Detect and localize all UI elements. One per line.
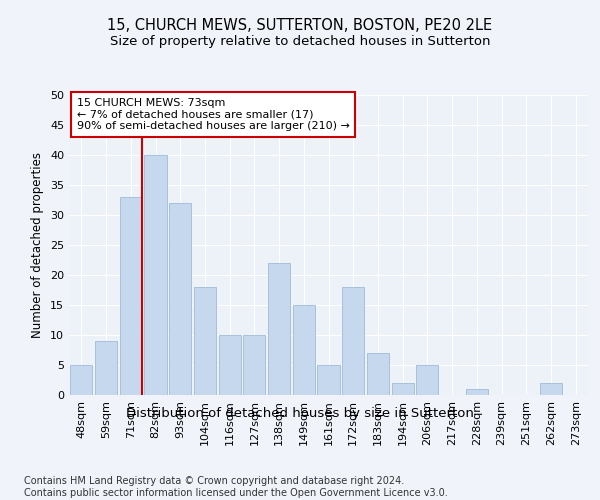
Y-axis label: Number of detached properties: Number of detached properties — [31, 152, 44, 338]
Text: Size of property relative to detached houses in Sutterton: Size of property relative to detached ho… — [110, 35, 490, 48]
Bar — [342, 287, 364, 395]
Bar — [194, 287, 216, 395]
Text: 15, CHURCH MEWS, SUTTERTON, BOSTON, PE20 2LE: 15, CHURCH MEWS, SUTTERTON, BOSTON, PE20… — [107, 18, 493, 32]
Bar — [466, 389, 488, 395]
Bar — [169, 203, 191, 395]
Bar — [218, 335, 241, 395]
Bar — [416, 365, 439, 395]
Bar — [293, 305, 315, 395]
Bar — [119, 197, 142, 395]
Text: Contains HM Land Registry data © Crown copyright and database right 2024.
Contai: Contains HM Land Registry data © Crown c… — [24, 476, 448, 498]
Bar — [317, 365, 340, 395]
Text: Distribution of detached houses by size in Sutterton: Distribution of detached houses by size … — [126, 408, 474, 420]
Text: 15 CHURCH MEWS: 73sqm
← 7% of detached houses are smaller (17)
90% of semi-detac: 15 CHURCH MEWS: 73sqm ← 7% of detached h… — [77, 98, 350, 131]
Bar — [145, 155, 167, 395]
Bar — [268, 263, 290, 395]
Bar — [243, 335, 265, 395]
Bar — [540, 383, 562, 395]
Bar — [392, 383, 414, 395]
Bar — [95, 341, 117, 395]
Bar — [367, 353, 389, 395]
Bar — [70, 365, 92, 395]
